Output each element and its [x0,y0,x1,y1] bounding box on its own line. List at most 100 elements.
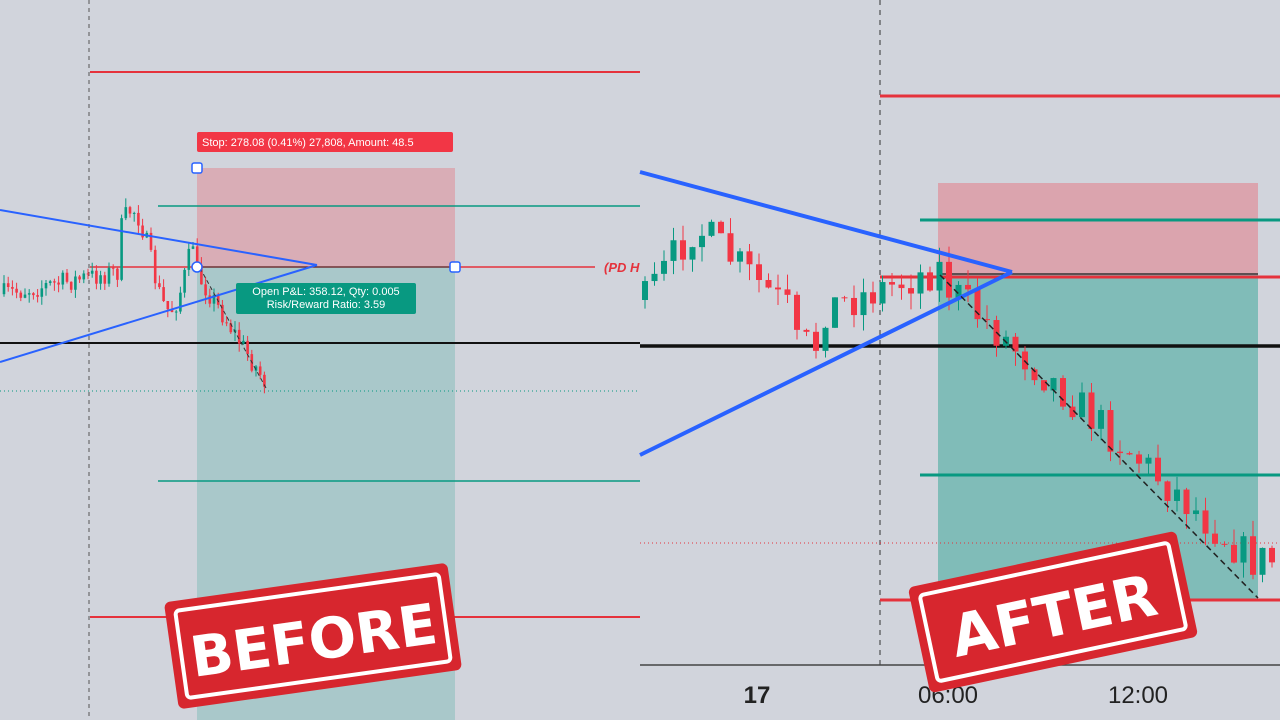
candle-body [1193,510,1199,515]
candle-body [187,248,191,270]
candle-body [15,288,18,293]
candle-body [78,276,81,280]
candle-body [1202,510,1209,534]
candle-body [860,292,867,316]
stamp: BEFORE [164,563,462,709]
candle-body [40,288,44,297]
candle-body [718,221,724,234]
candle-body [1126,453,1133,455]
candle-body [111,267,115,269]
candle-body [1212,533,1218,544]
candle-body [756,264,762,281]
candle-body [727,233,734,262]
candle-body [53,281,56,283]
candle-body [927,272,933,291]
candle-body [128,207,132,214]
candle-body [822,327,829,351]
candle-body [965,284,971,290]
candle-body [74,276,77,290]
candle-body [191,246,195,249]
candle-body [158,283,161,288]
candle-body [69,281,73,290]
candle-body [1174,489,1180,501]
candle-body [1079,392,1085,418]
candle-body [974,289,981,320]
candle-body [765,280,772,288]
candle-body [1012,336,1019,352]
trendline [639,170,1013,274]
handle[interactable] [191,162,203,174]
candle-body [699,235,705,248]
candle-body [984,319,990,321]
candle-body [23,294,27,298]
handle[interactable] [449,261,461,273]
candle-body [1031,369,1038,381]
time-label: 12:00 [1108,682,1168,709]
candle-body [132,212,136,214]
candle-body [1231,544,1237,563]
candle-body [116,268,119,280]
candle-body [107,267,111,284]
candle-body [946,261,952,298]
candle-body [1088,392,1095,429]
candle-body [237,329,241,344]
stop-badge [197,132,453,152]
candle-body [61,272,65,285]
handle[interactable] [191,261,203,273]
candle-body [229,323,233,333]
reward-zone [938,275,1258,600]
candle-body [841,297,848,299]
candle-body [1069,406,1076,418]
candle-body [174,311,178,313]
candle-body [689,247,696,260]
candle-body [200,264,203,285]
candle-body [86,273,90,275]
candle-body [1098,410,1104,429]
candle-body [803,329,810,332]
candle-body [670,240,677,261]
trendline [0,264,318,363]
time-label: 17 [744,682,771,709]
candle-body [32,293,35,296]
candle-body [65,272,69,282]
candle-body [832,297,838,328]
candle-body [775,287,781,290]
candle-body [153,249,157,284]
candle-body [1164,481,1171,501]
candle-body [242,340,245,344]
candle-body [680,240,686,260]
projection [199,267,267,389]
candle-body [1145,457,1152,464]
candle-body [124,207,128,219]
candles [642,218,1275,583]
stamp-frame [164,563,462,709]
trendline [639,270,1013,457]
candle-body [103,275,107,284]
candle-body [95,270,98,284]
candle-body [183,269,186,293]
candle-body [879,282,886,304]
stamp-border [918,541,1188,683]
trendline [0,209,318,266]
candle-body [955,284,962,298]
candle-body [1240,536,1247,563]
level-label: (PD H [604,260,640,275]
candle-body [44,282,48,289]
candle-body [141,225,144,238]
candle-body [1050,378,1057,391]
after-panel: 17 06:00 12:00 AFTER [639,0,1280,720]
candle-body [120,218,123,280]
candle-body [794,294,800,330]
candle-body [82,273,86,280]
candle-body [170,309,174,313]
candle-body [208,295,212,304]
candles [2,198,266,394]
stop-label: Stop: 278.08 (0.41%) 27,808, Amount: 48.… [202,137,414,149]
candle-body [225,322,228,324]
risk-zone [197,168,455,267]
candle-body [708,221,715,236]
candle-body [99,275,102,284]
candle-body [642,281,648,300]
